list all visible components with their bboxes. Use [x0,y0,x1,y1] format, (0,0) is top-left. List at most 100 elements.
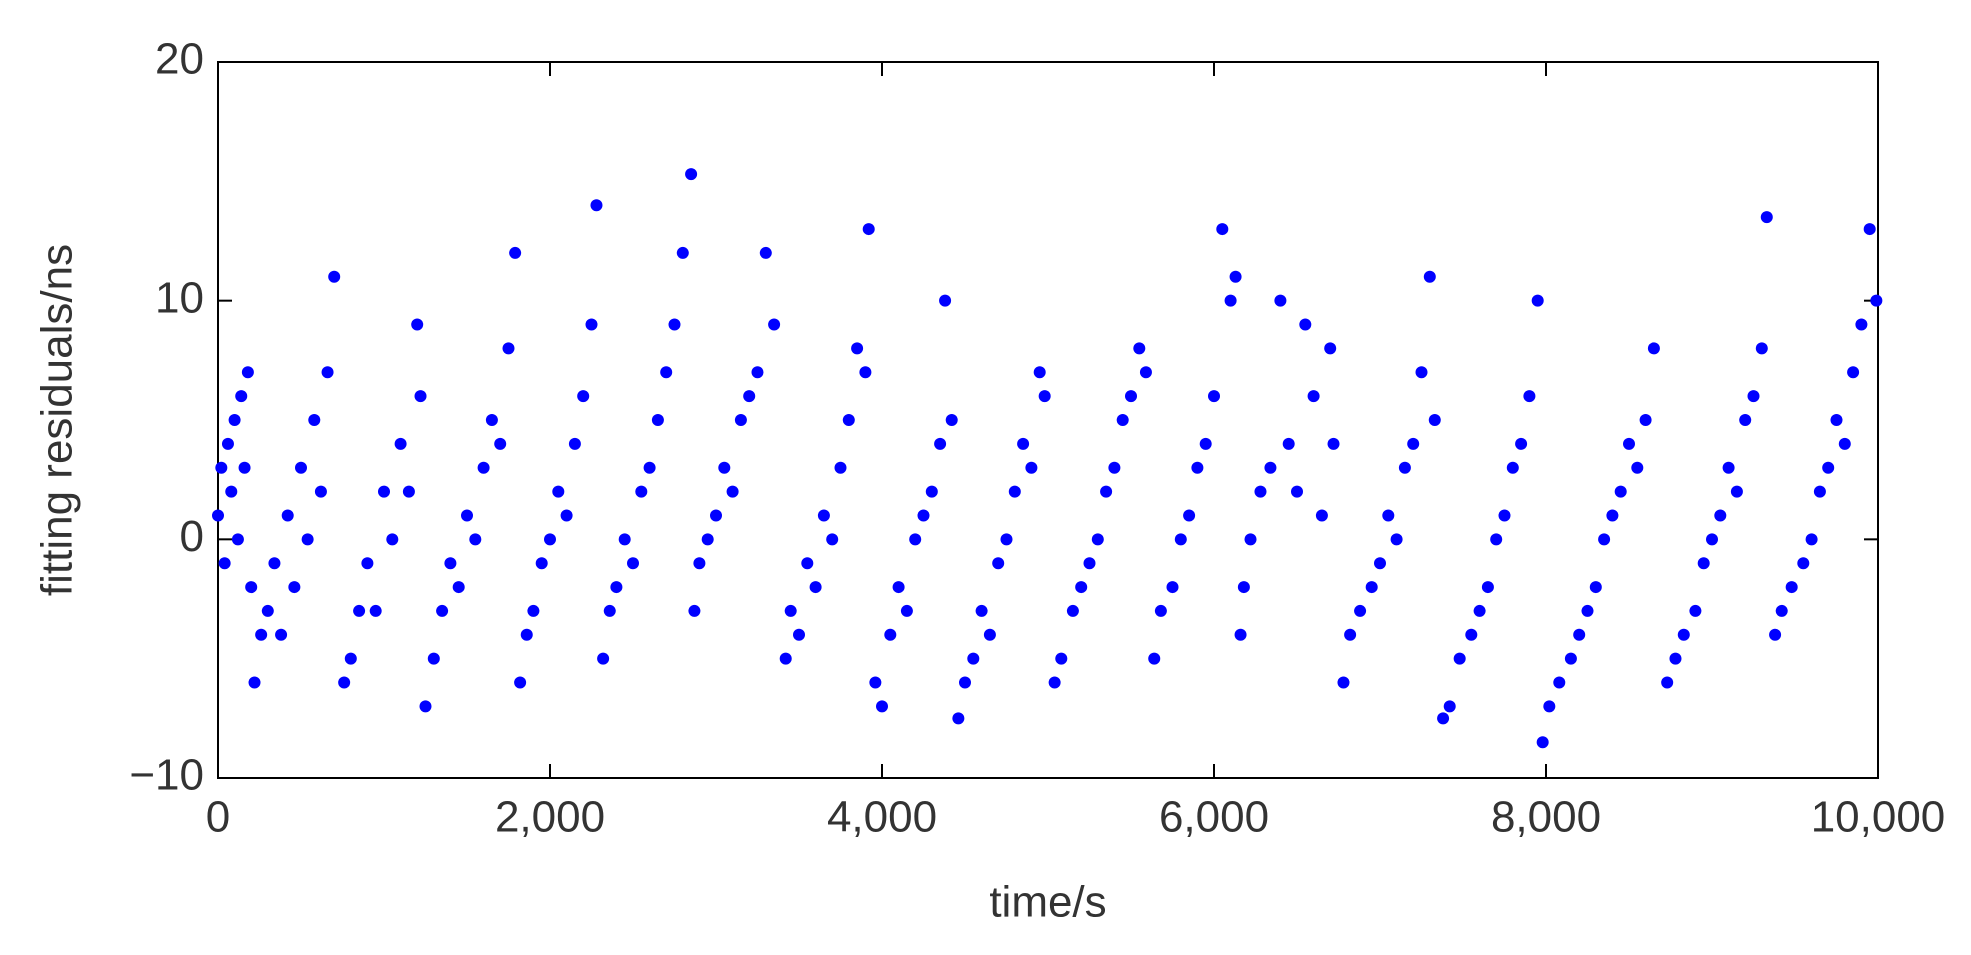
point [281,509,294,522]
point [485,414,498,426]
point [759,246,772,259]
point [1813,485,1826,498]
point [1797,557,1810,570]
point [743,390,756,403]
point [402,485,415,498]
point [1855,318,1868,331]
point [577,390,590,403]
point [560,509,573,522]
point [288,581,301,594]
x-tick-label: 4,000 [827,793,937,842]
point [876,700,888,713]
point [552,485,565,498]
point [1647,342,1660,355]
point [869,676,882,689]
y-tick-label: 0 [180,512,204,561]
point [862,223,875,236]
point [1598,533,1611,546]
point [469,533,482,546]
point [900,604,913,617]
point [701,533,714,546]
point [1398,461,1411,474]
point [1208,390,1220,403]
point [635,485,648,498]
point [1515,437,1528,450]
point [597,652,610,665]
point [693,557,706,570]
point [1365,581,1378,594]
point [1639,414,1652,426]
point [514,676,527,689]
x-axis-label: time/s [989,878,1106,927]
point [1033,366,1046,379]
point [851,342,864,355]
point [676,246,689,259]
point [1722,461,1735,474]
point [301,533,314,546]
x-tick-label: 2,000 [495,793,605,842]
point [268,557,281,570]
point [568,437,581,450]
x-tick-label: 10,000 [1811,793,1946,842]
point [308,414,321,426]
point [1139,366,1152,379]
point [1075,581,1088,594]
point [1216,223,1229,236]
point [1382,509,1395,522]
point [1785,581,1798,594]
point [411,318,424,331]
point [1337,676,1350,689]
point [751,366,764,379]
point [685,168,698,181]
point [1315,509,1328,522]
point [1199,437,1212,450]
point [1531,294,1544,307]
point [225,485,238,498]
point [925,485,938,498]
point [221,437,234,450]
point [1407,437,1420,450]
point [1822,461,1835,474]
point [1481,581,1494,594]
point [1299,318,1312,331]
point [1237,581,1250,594]
point [1108,461,1121,474]
y-axis-label: fitting residuals/ns [33,244,82,596]
point [1661,676,1674,689]
point [1498,509,1511,522]
point [817,509,830,522]
x-tick-label: 8,000 [1491,793,1601,842]
point [718,461,731,474]
point [660,366,673,379]
point [241,366,254,379]
point [1739,414,1752,426]
point [338,676,351,689]
point [1543,700,1556,713]
point [945,414,958,426]
point [1769,628,1782,641]
point [295,461,307,474]
point [275,628,288,641]
point [934,437,947,450]
point [1354,604,1367,617]
point [1224,294,1237,307]
point [710,509,722,522]
point [1048,676,1061,689]
point [1374,557,1386,570]
point [527,604,540,617]
point [520,628,533,641]
point [1324,342,1337,355]
point [461,509,473,522]
point [1264,461,1277,474]
point [1166,581,1179,594]
point [603,604,616,617]
point [1100,485,1113,498]
point [1038,390,1051,403]
point [1536,736,1549,749]
point [361,557,374,570]
point [1863,223,1876,236]
point [255,628,268,641]
point [688,604,701,617]
point [1254,485,1267,498]
